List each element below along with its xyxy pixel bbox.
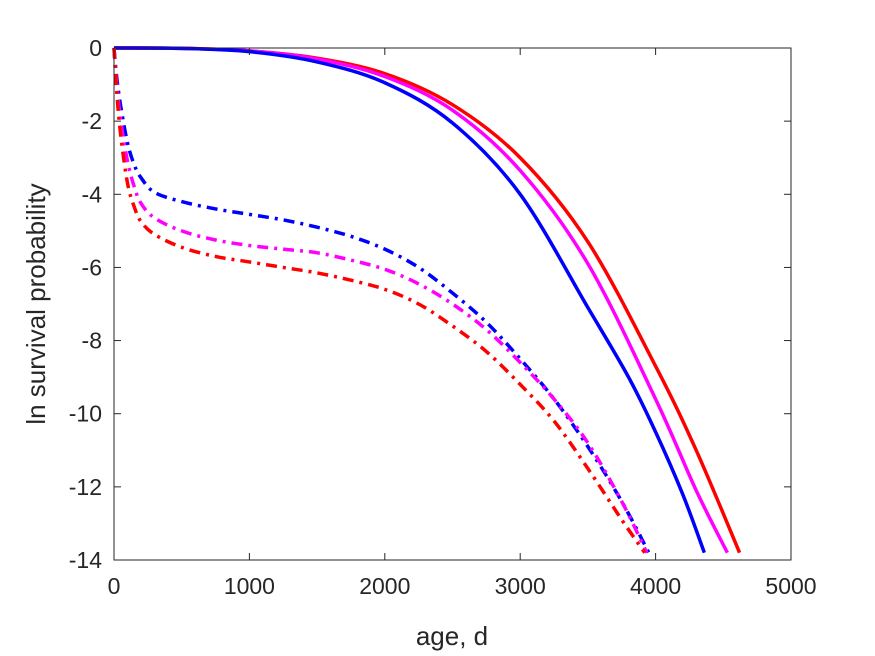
y-tick-label: -10 xyxy=(69,401,102,427)
series-line-4 xyxy=(112,47,651,554)
y-axis-label: ln survival probability xyxy=(21,183,51,424)
x-tick-label: 3000 xyxy=(495,573,546,599)
plot-frame xyxy=(113,47,792,561)
series-line-2 xyxy=(113,46,729,554)
y-tick-label: 0 xyxy=(89,35,102,61)
series-line-3 xyxy=(113,46,706,554)
x-tick-label: 0 xyxy=(108,573,121,599)
y-tick-label: -6 xyxy=(82,254,102,280)
plot-lines xyxy=(112,46,742,554)
y-tick-label: -8 xyxy=(82,328,102,354)
x-tick-label: 5000 xyxy=(765,573,816,599)
x-tick-label: 4000 xyxy=(630,573,681,599)
y-tick-label: -12 xyxy=(69,474,102,500)
x-axis: 0 1000 2000 3000 4000 5000 xyxy=(108,48,817,599)
y-tick-label: -14 xyxy=(69,547,102,573)
series-line-6 xyxy=(112,47,647,554)
series-line-5 xyxy=(112,47,649,554)
y-tick-label: -4 xyxy=(82,181,103,207)
series-line-1 xyxy=(113,46,742,554)
x-tick-label: 2000 xyxy=(359,573,410,599)
y-tick-label: -2 xyxy=(82,108,102,134)
x-tick-label: 1000 xyxy=(224,573,275,599)
x-axis-label: age, d xyxy=(416,621,488,651)
y-axis: 0 -2 -4 -6 -8 -10 -12 -14 xyxy=(69,35,791,573)
